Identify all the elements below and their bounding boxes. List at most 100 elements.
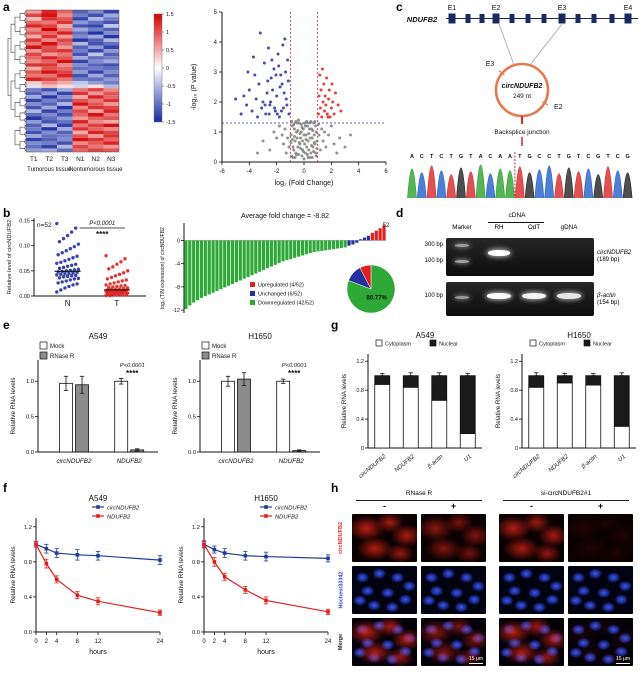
svg-text:H1650: H1650	[567, 331, 591, 340]
micro-col-label: -	[530, 501, 533, 511]
svg-text:8: 8	[76, 639, 80, 645]
svg-text:U1: U1	[617, 454, 627, 464]
svg-text:Relative level of circNDUFB2: Relative level of circNDUFB2	[7, 220, 13, 295]
svg-text:1.2: 1.2	[510, 359, 518, 365]
svg-text:T3: T3	[61, 156, 69, 163]
fractionation-chart-a549: A549 Cytoplasm Nuclear 0 0.4 0.8 1.2 Relative R…	[341, 331, 482, 480]
svg-text:4: 4	[223, 639, 227, 645]
gene-structure-diagram: NDUFB2 E1 E2 E3 E4 E3 E2 circNDUFB2 249 nt Backsp…	[407, 5, 638, 199]
micro-image-cell	[352, 514, 417, 562]
scale-bar-line	[616, 662, 630, 664]
svg-text:0.00: 0.00	[19, 294, 30, 300]
svg-text:hours: hours	[257, 649, 275, 656]
svg-text:T: T	[577, 154, 581, 160]
svg-text:2: 2	[213, 639, 217, 645]
svg-text:NDUFB2: NDUFB2	[279, 458, 305, 465]
svg-text:0.4: 0.4	[356, 417, 364, 423]
svg-text:2: 2	[330, 169, 334, 175]
svg-text:1.5: 1.5	[166, 12, 174, 18]
svg-text:circNDUFB2: circNDUFB2	[512, 454, 542, 480]
svg-text:80.77%: 80.77%	[367, 295, 388, 301]
svg-text:-2: -2	[274, 169, 280, 175]
svg-text:A: A	[508, 154, 512, 160]
svg-text:T: T	[469, 154, 473, 160]
expression-dotplot: 0.00 0.05 0.10 0.15 Relative level of circND…	[7, 218, 146, 308]
svg-text:A549: A549	[89, 494, 108, 503]
svg-text:Cytoplasm: Cytoplasm	[385, 342, 411, 348]
panel-label-a: a	[3, 0, 10, 14]
svg-text:β-actin: β-actin	[426, 454, 445, 471]
svg-text:-6: -6	[219, 169, 225, 175]
svg-text:A: A	[498, 154, 502, 160]
svg-text:circNDUFB2: circNDUFB2	[275, 506, 308, 512]
svg-text:-4: -4	[247, 169, 253, 175]
micro-image-cell	[421, 566, 486, 614]
svg-text:H1650: H1650	[254, 494, 278, 503]
svg-text:NDUFB2: NDUFB2	[275, 515, 299, 521]
micro-title-line	[503, 500, 629, 501]
svg-text:circNDUFB2: circNDUFB2	[358, 454, 388, 480]
micro-image-cell	[421, 514, 486, 562]
scale-bar-label: 15 μm	[616, 655, 630, 662]
gel-lane-label: RH	[494, 224, 504, 231]
svg-text:P<0.0001: P<0.0001	[89, 221, 115, 227]
micro-image-cell: 15 μm	[568, 618, 633, 666]
panel-label-e: e	[3, 318, 10, 332]
rnase-bar-chart-h1650: H1650 Mock RNase R 0.0 0.5 1.0 Relative RNA le…	[172, 332, 320, 465]
svg-text:52: 52	[383, 223, 390, 229]
svg-text:log₂ (T/N expression) of circN: log₂ (T/N expression) of circNDUFB2	[160, 227, 166, 309]
svg-text:Average fold change = -8.82: Average fold change = -8.82	[241, 213, 329, 220]
gel-product-label: β-actin	[597, 291, 616, 299]
svg-text:0.0: 0.0	[192, 630, 200, 636]
svg-text:U1: U1	[463, 454, 473, 464]
svg-text:NDUFB2: NDUFB2	[548, 454, 571, 474]
gel-lane-label: OdT	[527, 224, 541, 231]
panel-label-b: b	[3, 206, 11, 220]
svg-text:0.8: 0.8	[356, 388, 364, 394]
gel-lane-label: gDNA	[560, 224, 578, 231]
gel-band	[488, 250, 510, 257]
svg-text:1.0: 1.0	[188, 379, 196, 385]
scale-bar: 15 μm	[616, 655, 630, 664]
svg-text:C: C	[586, 154, 590, 160]
svg-text:0.0: 0.0	[188, 450, 196, 456]
svg-text:C: C	[420, 154, 424, 160]
svg-text:NDUFB2: NDUFB2	[394, 454, 417, 474]
svg-text:Relative RNA levels: Relative RNA levels	[178, 546, 185, 604]
svg-text:Relative RNA levels: Relative RNA levels	[10, 546, 17, 604]
svg-text:-12: -12	[172, 308, 180, 314]
svg-text:hours: hours	[89, 649, 107, 656]
panel-label-h: h	[331, 481, 339, 495]
svg-text:0.8: 0.8	[192, 560, 200, 566]
svg-text:H1650: H1650	[248, 332, 272, 341]
svg-text:4: 4	[55, 639, 59, 645]
svg-text:NDUFB2: NDUFB2	[407, 15, 438, 24]
gel-size-label: 100 bp	[424, 257, 443, 264]
micro-image-cell	[352, 566, 417, 614]
svg-text:Nontumorous tissue: Nontumorous tissue	[69, 167, 123, 173]
svg-text:T: T	[606, 154, 610, 160]
svg-text:Downregulated (42/52): Downregulated (42/52)	[258, 301, 314, 307]
micro-row-label: Hochest33342	[336, 566, 347, 614]
gel-size-label: 100 bp	[424, 293, 443, 300]
svg-text:4: 4	[357, 169, 361, 175]
gel-band	[522, 292, 546, 299]
svg-text:5: 5	[214, 10, 218, 16]
gel-band	[455, 295, 469, 299]
svg-text:0.8: 0.8	[510, 388, 518, 394]
svg-text:0.15: 0.15	[19, 219, 30, 225]
micro-title-line	[356, 500, 482, 501]
svg-text:-8: -8	[175, 285, 180, 291]
svg-text:C: C	[488, 154, 492, 160]
svg-text:0.0: 0.0	[24, 630, 32, 636]
svg-text:2: 2	[214, 100, 218, 106]
panel-label-d: d	[396, 206, 404, 220]
svg-text:0: 0	[177, 238, 180, 244]
micro-image-cell	[568, 566, 633, 614]
svg-text:T1: T1	[30, 156, 38, 163]
svg-text:E1: E1	[448, 5, 457, 12]
svg-text:1: 1	[214, 130, 218, 136]
svg-text:24: 24	[325, 639, 332, 645]
micro-image-cell	[499, 566, 564, 614]
